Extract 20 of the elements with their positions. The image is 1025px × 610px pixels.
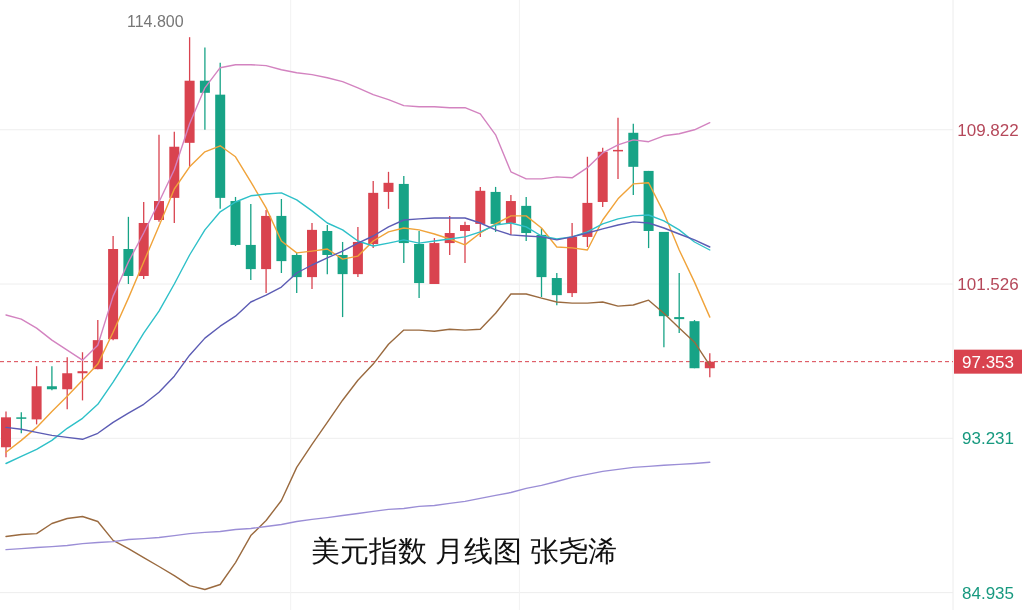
- annotation: 114.800: [126, 13, 184, 31]
- candlestick: [551, 272, 562, 306]
- y-tick-label: 101.526: [957, 275, 1019, 295]
- text: 美元指数 月线图 张尧浠: [310, 535, 618, 567]
- candlestick: [505, 194, 516, 236]
- candlestick: [46, 365, 57, 392]
- candlestick: [322, 224, 333, 275]
- line-series: [5, 64, 711, 361]
- line-series: [5, 192, 711, 465]
- y-tick-label: 93.231: [962, 429, 1014, 449]
- y-tick-label: 109.822: [957, 120, 1019, 140]
- candlestick: [460, 221, 470, 264]
- line-series: [5, 145, 711, 453]
- candlestick: [674, 272, 685, 334]
- candlestick: [291, 252, 302, 294]
- candlestick: [16, 411, 27, 434]
- y-tick-label: 84.935: [962, 583, 1014, 603]
- ref-line-label: 97.353: [962, 352, 1014, 372]
- candlestick: [337, 241, 348, 318]
- candlestick: [383, 171, 394, 210]
